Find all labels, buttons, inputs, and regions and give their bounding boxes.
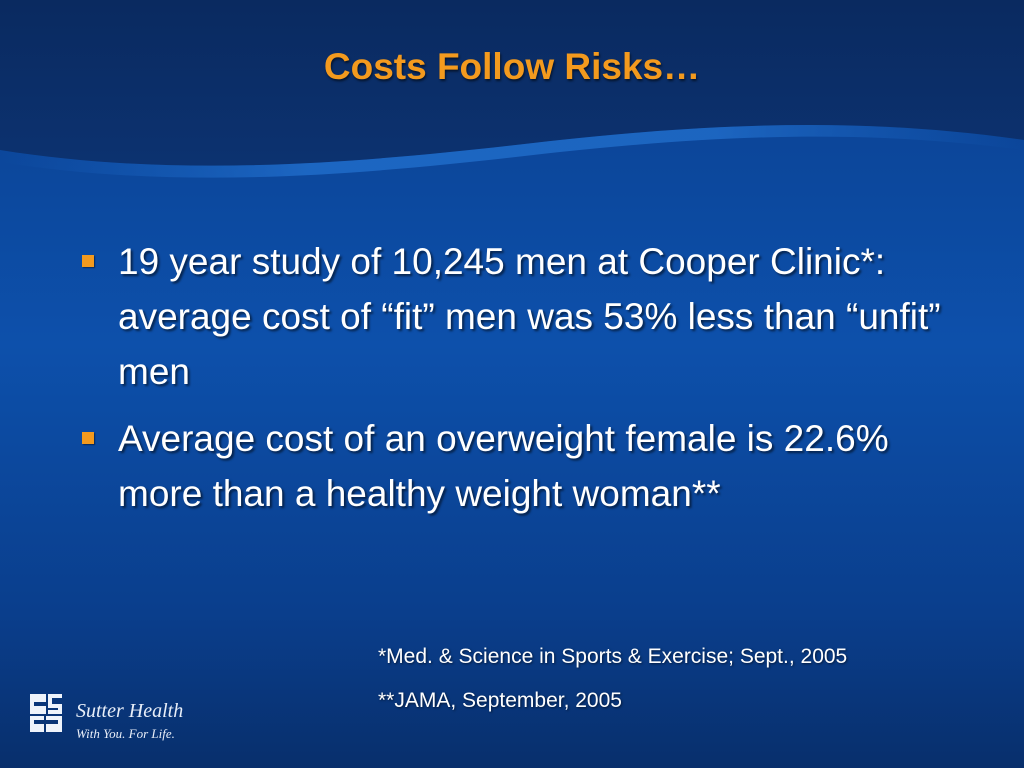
slide-title: Costs Follow Risks… bbox=[323, 46, 701, 87]
reference-item: **JAMA, September, 2005 bbox=[378, 689, 622, 712]
references: *Med. & Science in Sports & Exercise; Se… bbox=[378, 645, 847, 733]
bullet-list: 19 year study of 10,245 men at Cooper Cl… bbox=[78, 234, 958, 533]
bullet-item: 19 year study of 10,245 men at Cooper Cl… bbox=[78, 234, 958, 399]
logo-name: Sutter Health bbox=[76, 700, 184, 722]
sutter-health-logo: Sutter Health With You. For Life. bbox=[24, 690, 224, 741]
square-bullet-icon bbox=[82, 255, 94, 267]
square-bullet-icon bbox=[82, 432, 94, 444]
bullet-text: 19 year study of 10,245 men at Cooper Cl… bbox=[118, 241, 941, 392]
reference-item: *Med. & Science in Sports & Exercise; Se… bbox=[378, 645, 848, 668]
bullet-item: Average cost of an overweight female is … bbox=[78, 411, 958, 521]
bullet-text: Average cost of an overweight female is … bbox=[118, 418, 889, 514]
logo-tagline: With You. For Life. bbox=[76, 726, 175, 741]
sutter-health-logo-icon bbox=[30, 694, 62, 732]
